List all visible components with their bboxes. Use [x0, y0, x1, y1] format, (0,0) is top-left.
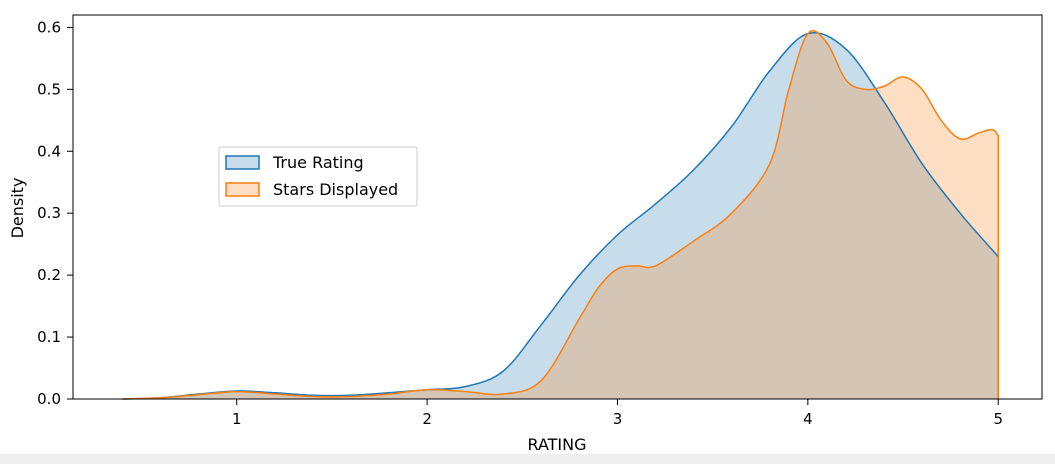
x-tick-label: 3	[613, 410, 623, 428]
legend-swatch-stars-displayed	[225, 182, 260, 197]
y-axis: 0.0 0.1 0.2 0.3 0.4 0.5 0.6	[37, 18, 73, 408]
y-tick-label: 0.5	[37, 80, 61, 98]
y-axis-title: Density	[8, 178, 27, 239]
legend-frame	[218, 146, 418, 207]
plot-frame	[72, 14, 1043, 400]
y-tick-label: 0.2	[37, 266, 61, 284]
series-line-1	[122, 29, 999, 400]
y-tick-label: 0.6	[37, 18, 61, 36]
y-tick-label: 0.0	[37, 390, 61, 408]
legend: True Rating Stars Displayed	[218, 146, 418, 207]
series-area-1	[122, 30, 999, 400]
series-fills	[122, 30, 999, 400]
legend-label-true-rating: True Rating	[272, 153, 364, 172]
x-tick-label: 5	[993, 410, 1003, 428]
x-axis: 1 2 3 4 5	[232, 399, 1003, 428]
series-lines	[122, 29, 999, 400]
series-line-0	[122, 31, 999, 400]
x-tick-label: 2	[422, 410, 432, 428]
series-area-0	[122, 32, 999, 399]
y-tick-label: 0.1	[37, 328, 61, 346]
legend-swatch-true-rating	[225, 155, 260, 170]
bottom-toolbar-strip	[0, 454, 1055, 464]
x-axis-title: RATING	[527, 435, 586, 454]
x-tick-label: 1	[232, 410, 242, 428]
y-tick-label: 0.3	[37, 204, 61, 222]
y-tick-label: 0.4	[37, 142, 61, 160]
legend-label-stars-displayed: Stars Displayed	[273, 180, 398, 199]
x-tick-label: 4	[803, 410, 813, 428]
